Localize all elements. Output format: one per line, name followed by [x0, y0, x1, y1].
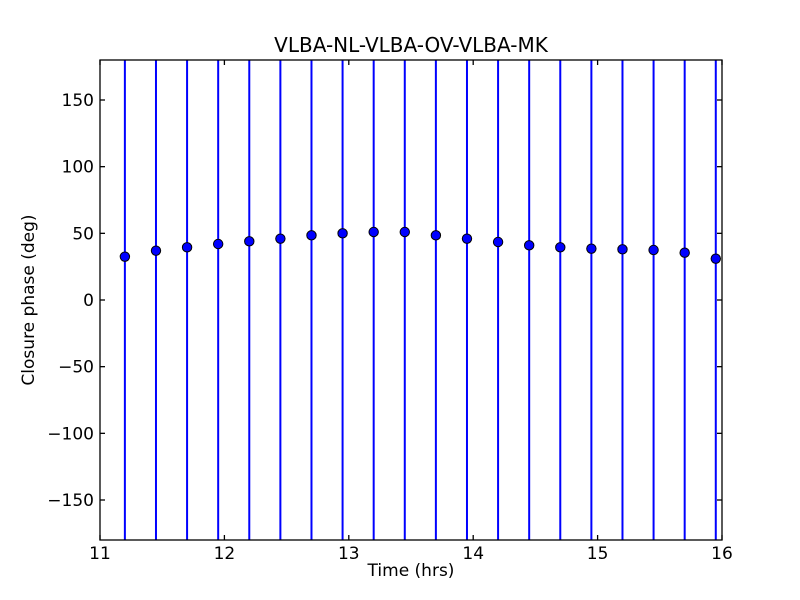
tick-label-layer: 11 12 13 14 15 16 −150 −100 −50 0 50 100 150 [47, 91, 733, 564]
axes-frame-layer [99, 59, 723, 541]
data-point [648, 244, 659, 256]
data-point [306, 230, 317, 241]
data-point [523, 240, 535, 251]
data-point [337, 228, 348, 239]
y-tick-label: −150 [47, 491, 94, 511]
data-point [586, 243, 597, 254]
x-tick-label: 12 [214, 544, 236, 564]
data-point [119, 251, 131, 262]
y-tick-label: −100 [47, 424, 94, 444]
y-axis-label: Closure phase (deg) [19, 214, 39, 385]
data-point [617, 244, 628, 255]
x-tick-label: 15 [587, 544, 609, 564]
errorbar-layer [123, 60, 717, 540]
data-point [150, 245, 162, 256]
data-point [181, 242, 193, 253]
y-tick-label: −50 [58, 358, 94, 378]
data-point [555, 242, 566, 253]
data-point [461, 233, 473, 244]
data-point [710, 253, 721, 264]
chart-title: VLBA-NL-VLBA-OV-VLBA-MK [274, 33, 549, 57]
data-point [492, 236, 504, 248]
data-point [244, 236, 255, 247]
data-point [368, 226, 379, 238]
axes-frame [99, 59, 723, 541]
y-tick-label: 50 [72, 224, 94, 244]
y-tick-label: 0 [83, 291, 94, 311]
x-tick-label: 13 [338, 544, 360, 564]
marker-layer [119, 226, 721, 264]
data-point [679, 247, 690, 258]
x-tick-label: 11 [89, 544, 111, 564]
y-tick-label: 150 [62, 91, 94, 111]
x-tick-label: 14 [462, 544, 484, 564]
data-point [212, 238, 224, 250]
x-axis-label: Time (hrs) [367, 561, 455, 581]
x-tick-label: 16 [711, 544, 733, 564]
data-point [430, 230, 442, 241]
data-point [399, 226, 410, 238]
tick-layer [99, 60, 723, 540]
data-point [275, 233, 286, 244]
y-tick-label: 100 [62, 158, 94, 178]
